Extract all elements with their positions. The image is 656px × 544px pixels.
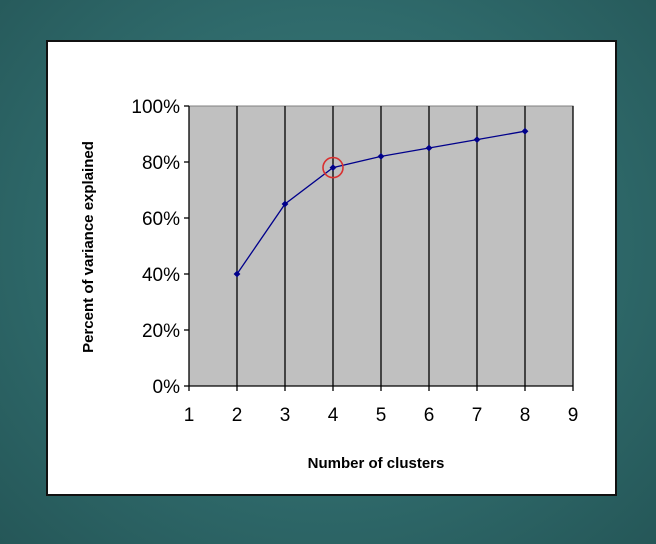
x-tick-label: 1 bbox=[184, 405, 195, 426]
x-axis-ticks: 1 2 3 4 5 6 7 8 9 bbox=[184, 386, 579, 426]
y-tick-label: 100% bbox=[131, 97, 180, 118]
data-point bbox=[425, 144, 433, 152]
y-axis-title: Percent of variance explained bbox=[80, 141, 97, 353]
x-tick-label: 8 bbox=[520, 405, 531, 426]
x-tick-label: 2 bbox=[232, 405, 243, 426]
y-tick-label: 20% bbox=[142, 321, 180, 342]
x-tick-label: 3 bbox=[280, 405, 291, 426]
x-tick-label: 7 bbox=[472, 405, 483, 426]
data-points bbox=[233, 127, 529, 278]
data-point bbox=[233, 270, 241, 278]
data-point bbox=[521, 127, 529, 135]
data-point bbox=[329, 164, 337, 171]
y-axis-ticks: 0% 20% 40% 60% 80% 100% bbox=[131, 97, 189, 398]
x-tick-label: 4 bbox=[328, 405, 339, 426]
y-tick-label: 0% bbox=[153, 377, 181, 398]
y-tick-label: 80% bbox=[142, 153, 180, 174]
data-point bbox=[377, 153, 385, 160]
elbow-highlight-circle bbox=[322, 156, 344, 179]
data-point bbox=[473, 136, 481, 143]
x-tick-label: 5 bbox=[376, 405, 387, 426]
data-point bbox=[281, 200, 289, 208]
x-axis-title: Number of clusters bbox=[308, 455, 445, 472]
grid-lines bbox=[236, 106, 574, 386]
y-tick-label: 40% bbox=[142, 265, 180, 286]
y-tick-label: 60% bbox=[142, 209, 180, 230]
x-tick-label: 6 bbox=[424, 405, 435, 426]
x-tick-label: 9 bbox=[568, 405, 579, 426]
